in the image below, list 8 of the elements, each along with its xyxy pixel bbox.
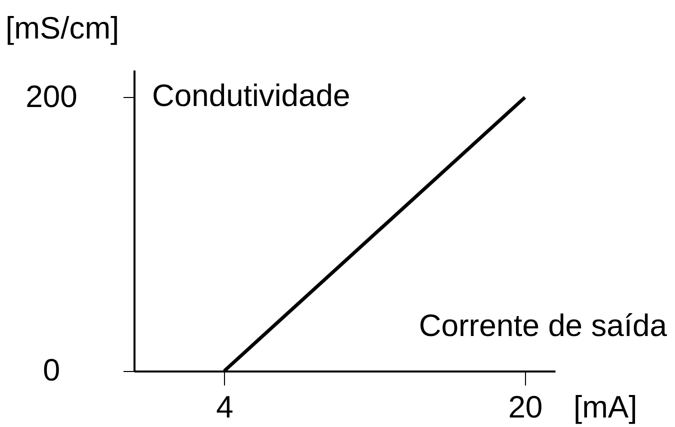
y-axis-title: [mS/cm] bbox=[6, 10, 120, 46]
annotation: Corrente de saída bbox=[418, 308, 668, 343]
y-tick-label: 200 bbox=[26, 78, 78, 114]
y-tick-label: 0 bbox=[42, 352, 60, 388]
x-tick-label: 20 bbox=[508, 390, 543, 424]
x-tick-label: 4 bbox=[216, 390, 234, 424]
annotation: Condutividade bbox=[152, 78, 350, 113]
x-axis-title: [mA] bbox=[574, 390, 638, 424]
